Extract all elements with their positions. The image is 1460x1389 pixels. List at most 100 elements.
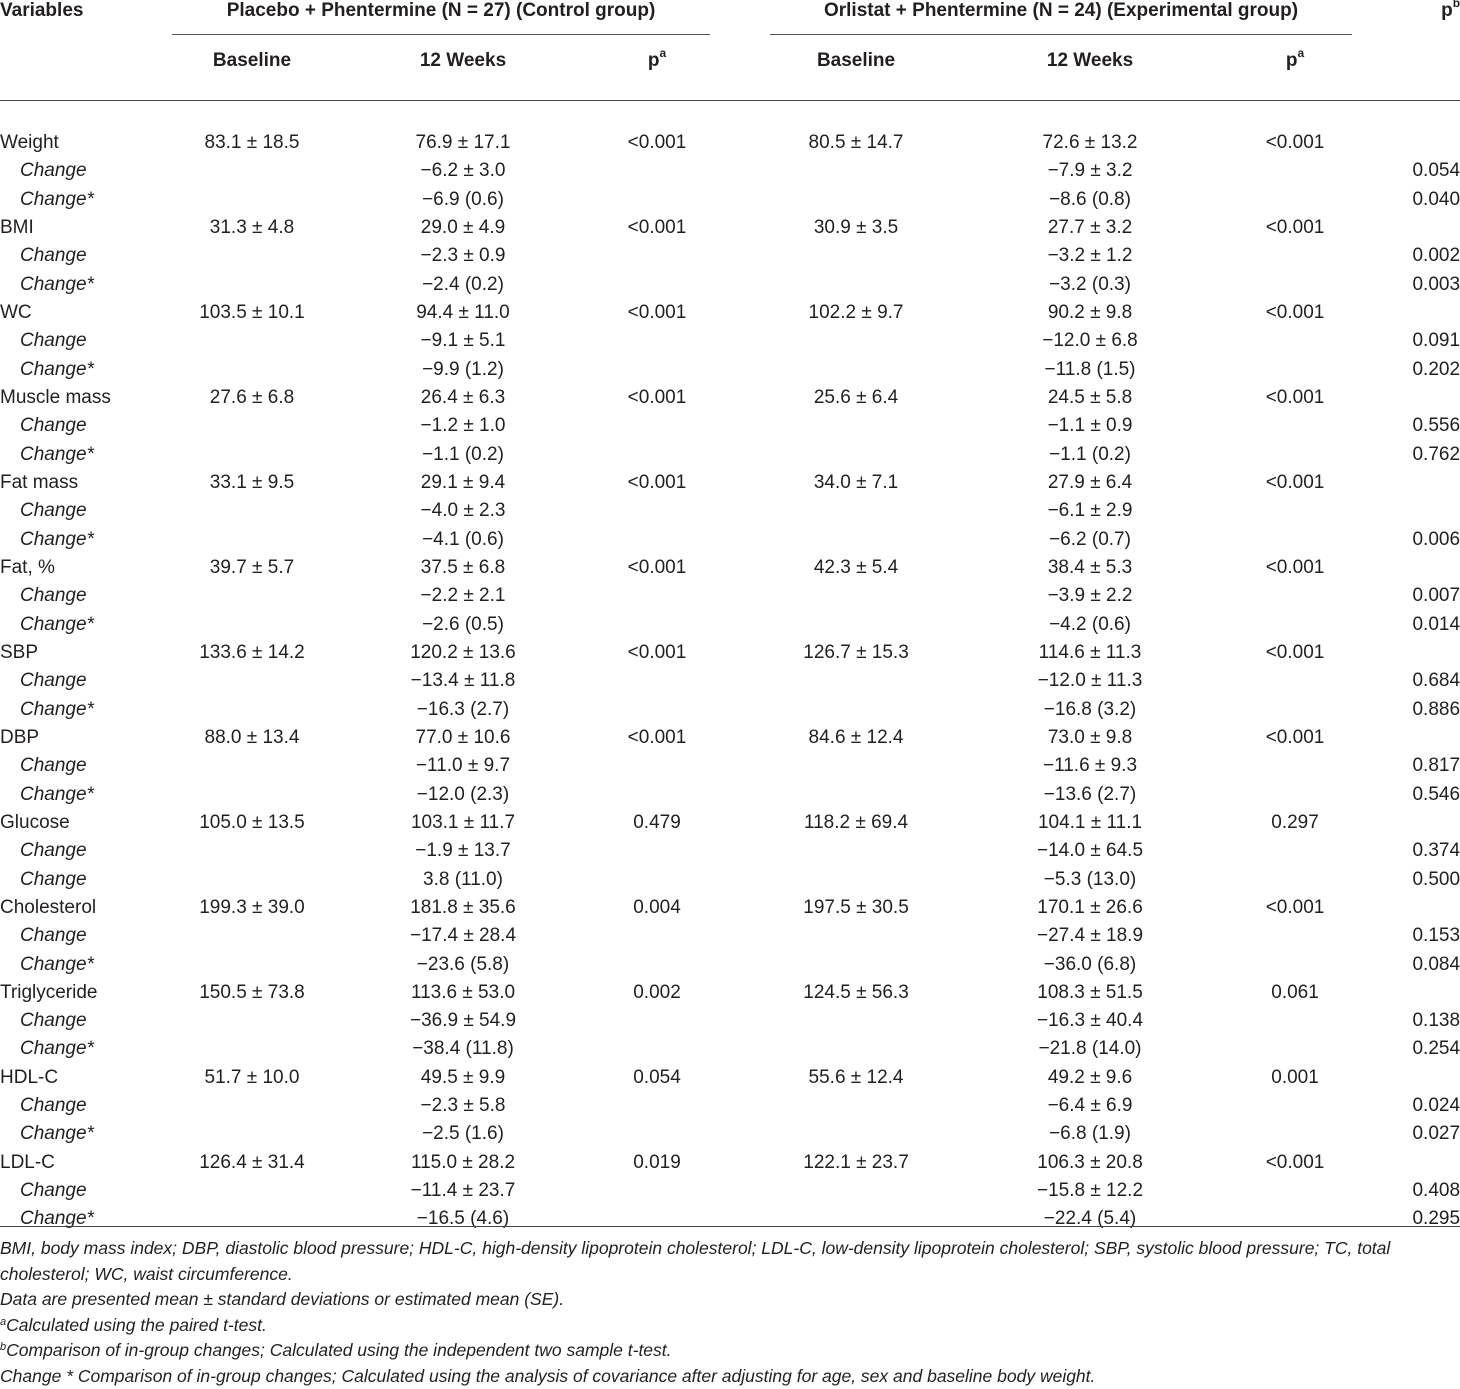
pb-cell — [1352, 299, 1460, 327]
table-row-change: Change −4.0 ± 2.3 −6.1 ± 2.9 — [0, 497, 1460, 525]
table-row-variable: HDL-C 51.7 ± 10.0 49.5 ± 9.9 0.054 55.6 ± 12… — [0, 1064, 1460, 1092]
exp-baseline-cell — [770, 610, 942, 638]
pb-cell: 0.254 — [1412, 1038, 1460, 1060]
control-pa-cell — [594, 242, 720, 270]
exp-pa-cell — [1238, 667, 1352, 695]
pb-cell: 0.084 — [1412, 953, 1460, 975]
header-row-columns: Baseline 12 Weeks pa Baseline 12 Weeks p… — [0, 46, 1460, 100]
control-pa-cell — [594, 157, 720, 185]
header-variables: Variables — [0, 0, 84, 21]
exp-baseline-cell — [770, 922, 942, 950]
exp-baseline-cell — [770, 327, 942, 355]
table-bottom-rule — [0, 1226, 1460, 1227]
pb-cell — [1352, 129, 1460, 157]
control-baseline-cell — [172, 497, 332, 525]
exp-12weeks-cell: −27.4 ± 18.9 — [1036, 925, 1144, 947]
control-baseline-cell — [172, 1092, 332, 1120]
pb-cell: 0.500 — [1412, 868, 1460, 890]
control-baseline-cell: 51.7 ± 10.0 — [204, 1066, 300, 1088]
control-pa-cell — [594, 1177, 720, 1205]
exp-12weeks-cell: −11.8 (1.5) — [1044, 358, 1136, 380]
header-control-12weeks: 12 Weeks — [419, 50, 507, 71]
variable-cell: Change* — [20, 528, 94, 550]
control-baseline-cell — [172, 242, 332, 270]
pb-cell: 0.153 — [1412, 925, 1460, 947]
exp-pa-cell: <0.001 — [1265, 641, 1325, 663]
exp-12weeks-cell: −8.6 (0.8) — [1049, 188, 1131, 210]
exp-baseline-cell — [770, 1007, 942, 1035]
footnote-a: aCalculated using the paired t-test. — [0, 1313, 1460, 1339]
exp-12weeks-cell: −21.8 (14.0) — [1038, 1038, 1142, 1060]
pb-cell — [1352, 809, 1460, 837]
gap-cell — [720, 129, 770, 157]
table-row-change: Change* −16.5 (4.6) −22.4 (5.4) 0.295 — [0, 1205, 1460, 1233]
header-exp-12weeks: 12 Weeks — [1046, 50, 1134, 71]
pb-cell: 0.091 — [1412, 330, 1460, 352]
control-pa-cell — [594, 440, 720, 468]
pb-cell: 0.202 — [1412, 358, 1460, 380]
table-row-change: Change −6.2 ± 3.0 −7.9 ± 3.2 0.054 — [0, 157, 1460, 185]
pb-cell: 0.556 — [1412, 415, 1460, 437]
exp-12weeks-cell: 24.5 ± 5.8 — [1047, 386, 1133, 408]
table-row-change: Change −2.3 ± 0.9 −3.2 ± 1.2 0.002 — [0, 242, 1460, 270]
control-pa-cell: 0.019 — [633, 1151, 681, 1173]
table-row-variable: LDL-C 126.4 ± 31.4 115.0 ± 28.2 0.019 122.1 … — [0, 1149, 1460, 1177]
exp-12weeks-cell: −12.0 ± 6.8 — [1042, 330, 1138, 352]
control-pa-cell — [594, 667, 720, 695]
control-12weeks-cell: −17.4 ± 28.4 — [409, 925, 517, 947]
control-baseline-cell: 105.0 ± 13.5 — [199, 811, 305, 833]
gap-cell — [720, 185, 770, 213]
exp-12weeks-cell: −3.2 (0.3) — [1049, 273, 1131, 295]
pb-cell: 0.003 — [1412, 273, 1460, 295]
exp-12weeks-cell: −7.9 ± 3.2 — [1047, 160, 1133, 182]
exp-12weeks-cell: −36.0 (6.8) — [1043, 953, 1137, 975]
exp-pa-cell: <0.001 — [1265, 216, 1325, 238]
exp-pa-cell — [1238, 1177, 1352, 1205]
exp-pa-cell — [1238, 582, 1352, 610]
control-pa-cell — [594, 1035, 720, 1063]
control-pa-cell — [594, 412, 720, 440]
exp-pa-cell: <0.001 — [1265, 131, 1325, 153]
pb-cell — [1352, 554, 1460, 582]
exp-baseline-cell — [770, 695, 942, 723]
control-pa-cell — [594, 497, 720, 525]
table-row-variable: Triglyceride 150.5 ± 73.8 113.6 ± 53.0 0.00… — [0, 979, 1460, 1007]
exp-pa-cell: 0.001 — [1271, 1066, 1319, 1088]
footnote-change-star: Change * Comparison of in-group changes;… — [0, 1365, 1096, 1386]
control-12weeks-cell: 49.5 ± 9.9 — [420, 1066, 506, 1088]
exp-baseline-cell — [770, 497, 942, 525]
exp-pa-cell — [1238, 610, 1352, 638]
variable-cell: Change* — [20, 613, 94, 635]
header-control-baseline: Baseline — [212, 50, 292, 71]
control-pa-cell — [594, 610, 720, 638]
exp-12weeks-cell: −22.4 (5.4) — [1043, 1208, 1137, 1230]
pb-cell: 0.762 — [1412, 443, 1460, 465]
control-pa-cell: <0.001 — [627, 641, 687, 663]
table-row-change: Change* −2.4 (0.2) −3.2 (0.3) 0.003 — [0, 270, 1460, 298]
control-baseline-cell: 103.5 ± 10.1 — [199, 301, 305, 323]
variable-cell: Change — [20, 925, 87, 947]
control-baseline-cell — [172, 185, 332, 213]
control-baseline-cell — [172, 1120, 332, 1148]
exp-pa-cell — [1238, 327, 1352, 355]
exp-pa-cell — [1238, 922, 1352, 950]
exp-pa-cell: <0.001 — [1265, 1151, 1325, 1173]
results-table: Variables Placebo + Phentermine (N = 27)… — [0, 0, 1460, 1233]
control-12weeks-cell: 3.8 (11.0) — [423, 868, 503, 890]
exp-baseline-cell — [770, 667, 942, 695]
pb-cell: 0.374 — [1412, 840, 1460, 862]
exp-baseline-cell — [770, 157, 942, 185]
pb-cell: 0.006 — [1412, 528, 1460, 550]
exp-pa-cell — [1238, 1120, 1352, 1148]
pb-cell — [1352, 639, 1460, 667]
control-baseline-cell: 31.3 ± 4.8 — [209, 216, 295, 238]
control-baseline-cell — [172, 157, 332, 185]
variable-cell: HDL-C — [0, 1066, 59, 1088]
gap-cell — [720, 1205, 770, 1233]
exp-pa-cell: <0.001 — [1265, 301, 1325, 323]
control-pa-cell — [594, 865, 720, 893]
exp-12weeks-cell: −12.0 ± 11.3 — [1037, 670, 1143, 692]
header-gap-2 — [720, 50, 770, 100]
control-pa-cell: <0.001 — [627, 386, 687, 408]
